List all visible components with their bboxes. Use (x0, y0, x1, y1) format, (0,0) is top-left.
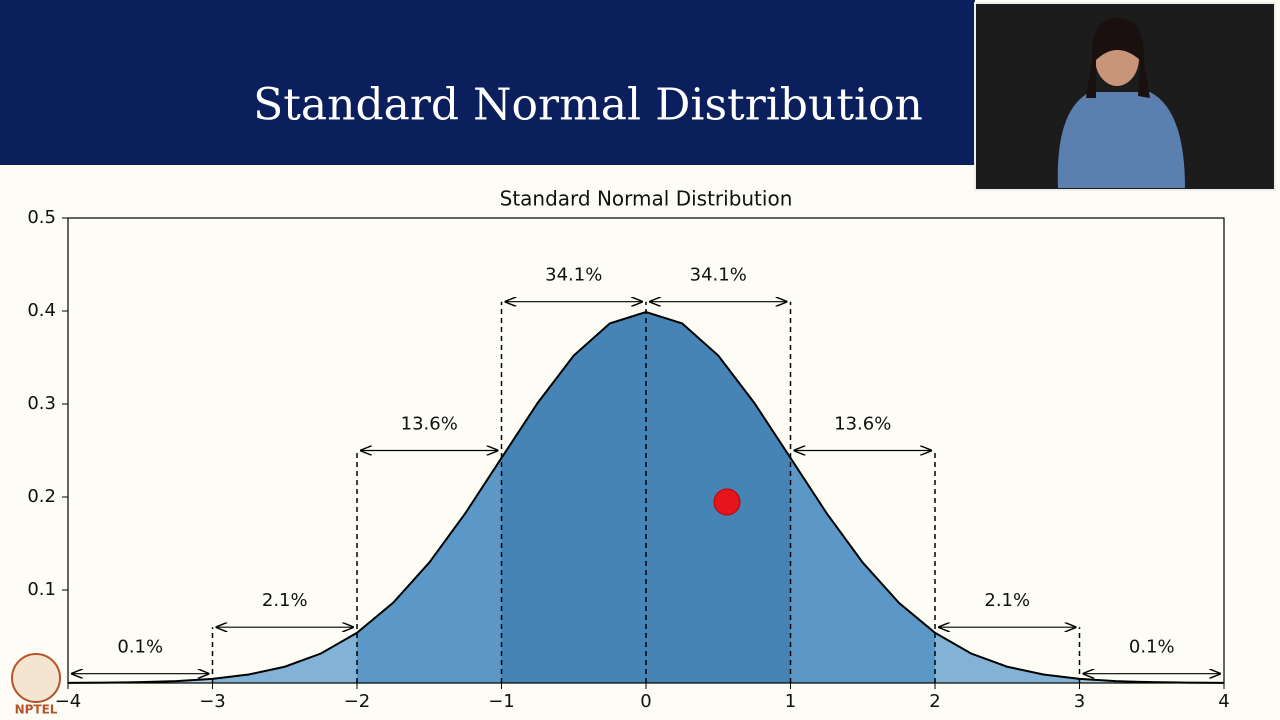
region-label: 0.1% (117, 637, 163, 658)
x-tick-label: −1 (488, 691, 515, 712)
x-tick-label: 0 (640, 691, 651, 712)
x-tick-label: 2 (929, 691, 940, 712)
title-band (0, 0, 975, 165)
x-tick-label: −2 (344, 691, 371, 712)
x-tick-label: −3 (199, 691, 226, 712)
y-tick-label: 0.2 (27, 486, 56, 507)
x-tick-label: 4 (1218, 691, 1229, 712)
x-tick-label: 3 (1074, 691, 1085, 712)
pointer (713, 488, 741, 516)
region-fill (935, 632, 1080, 683)
region-label: 13.6% (834, 414, 891, 435)
region-label: 2.1% (262, 590, 308, 611)
region-label: 34.1% (545, 265, 602, 286)
region-label: 34.1% (690, 265, 747, 286)
chart: Standard Normal Distribution 0.1% 2.1% 13.6… (27, 187, 1229, 713)
slide-title: Standard Normal Distribution (253, 80, 923, 131)
x-tick-label: −4 (55, 691, 82, 712)
logo-text: NPTEL (15, 703, 58, 717)
y-tick-label: 0.4 (27, 300, 56, 321)
logo: NPTEL (11, 653, 61, 717)
region-fill (212, 632, 357, 683)
x-tick-label: 1 (785, 691, 796, 712)
y-tick-label: 0.5 (27, 207, 56, 228)
region-label: 2.1% (984, 590, 1030, 611)
region-label: 13.6% (401, 414, 458, 435)
video-panel (974, 2, 1276, 191)
y-tick-label: 0.3 (27, 393, 56, 414)
y-tick-label: 0.1 (27, 579, 56, 600)
region-label: 0.1% (1129, 637, 1175, 658)
chart-title: Standard Normal Distribution (500, 187, 793, 211)
